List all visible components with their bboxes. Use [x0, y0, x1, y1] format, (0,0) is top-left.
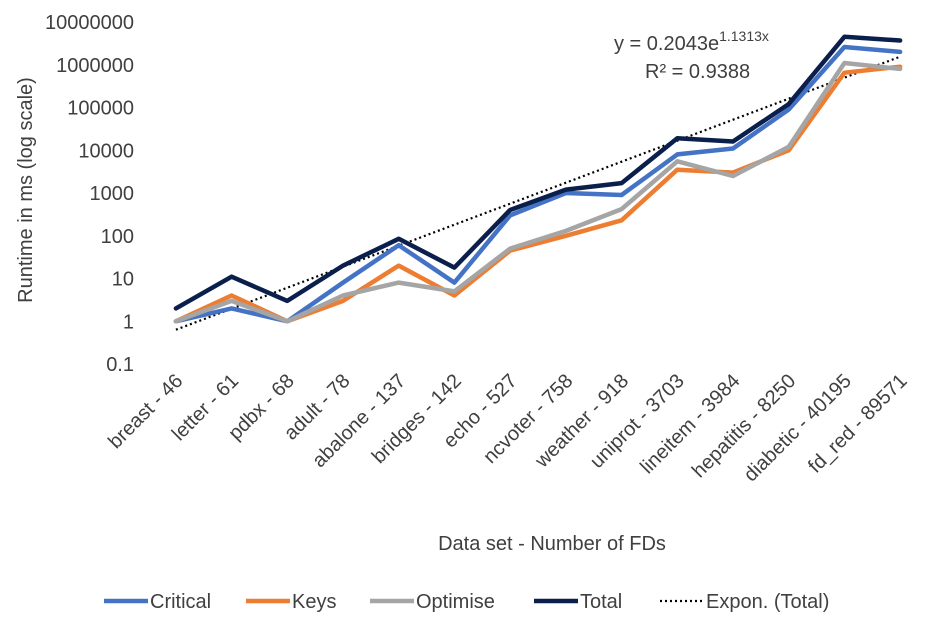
legend: Critical Keys Optimise Total Expon. (Total)	[104, 591, 829, 613]
y-tick-label: 1000	[90, 183, 135, 205]
y-tick-label: 100000	[67, 98, 134, 120]
x-tick-label: lineitem - 3984	[636, 370, 744, 478]
legend-label: Optimise	[416, 591, 495, 613]
series-lines	[173, 34, 903, 324]
y-axis-ticks: 0.1 1 10 100 1000 10000 100000 1000000 10000000	[45, 12, 134, 376]
y-axis-title: Runtime in ms (log scale)	[15, 77, 37, 303]
x-axis-title: Data set - Number of FDs	[438, 533, 666, 555]
y-tick-label: 0.1	[106, 354, 134, 376]
legend-label: Critical	[150, 591, 211, 613]
x-tick-label: breast - 46	[104, 370, 187, 453]
equation-prefix: y = 0.2043e	[614, 33, 719, 55]
legend-label: Total	[580, 591, 622, 613]
series-line-optimise	[173, 60, 903, 324]
trendline-layer	[175, 55, 901, 331]
y-tick-label: 10	[112, 269, 134, 291]
trendline-equation: y = 0.2043e1.1313x	[614, 28, 769, 55]
trendline-r-squared: R² = 0.9388	[645, 61, 750, 83]
y-tick-label: 1	[123, 311, 134, 333]
series-line-critical	[173, 44, 903, 324]
legend-label: Expon. (Total)	[706, 591, 829, 613]
series-line-total	[173, 34, 903, 311]
equation-exponent: 1.1313x	[719, 28, 769, 44]
legend-label: Keys	[292, 591, 336, 613]
y-tick-label: 10000000	[45, 12, 134, 34]
x-tick-label: fd_red - 89571	[804, 370, 912, 478]
y-tick-label: 1000000	[56, 55, 134, 77]
y-tick-label: 100	[101, 226, 134, 248]
trendline-expon-total	[175, 55, 901, 331]
plot-area: 0.1110100100010000100000100000010000000 …	[45, 12, 912, 486]
y-tick-label: 10000	[78, 140, 134, 162]
